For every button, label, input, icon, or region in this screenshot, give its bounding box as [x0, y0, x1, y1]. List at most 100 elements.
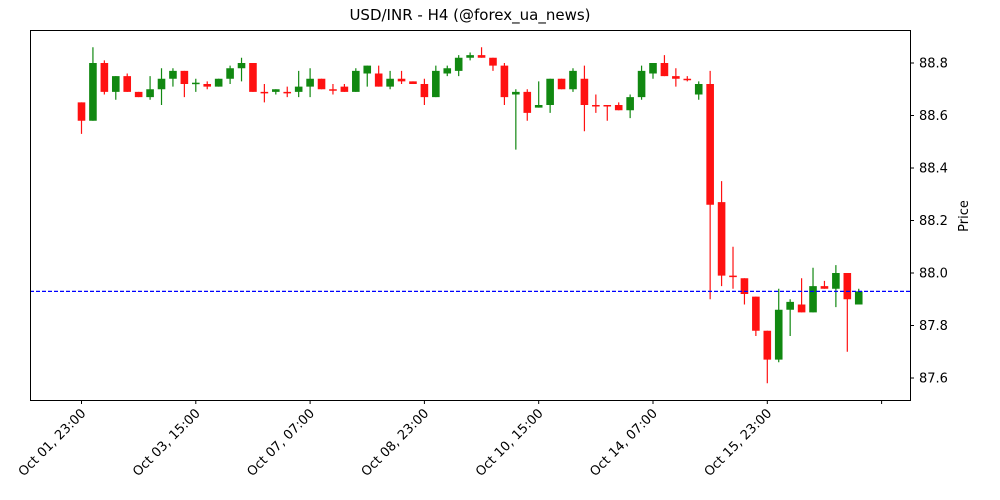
candle	[500, 63, 509, 105]
candle-body	[214, 78, 223, 87]
candle-body	[409, 81, 417, 84]
y-tick-label: 88.4	[919, 162, 948, 177]
candle	[466, 52, 474, 61]
candle-body	[329, 89, 337, 91]
candle-body	[649, 63, 657, 74]
candle	[580, 65, 589, 132]
x-tick-label: Oct 07, 07:00	[244, 406, 317, 479]
candle-body	[797, 304, 806, 313]
candle	[443, 65, 452, 77]
candle-body	[637, 70, 646, 98]
candle-body	[272, 89, 280, 92]
candle	[660, 55, 669, 77]
candle-body	[169, 70, 177, 79]
candle	[477, 47, 486, 58]
candle-body	[740, 278, 749, 294]
candle	[523, 89, 532, 121]
candles-layer	[77, 47, 863, 384]
candle	[340, 84, 349, 92]
candle	[386, 70, 394, 90]
candle-body	[752, 296, 760, 331]
candle	[649, 63, 657, 79]
candle-body	[317, 78, 326, 90]
candle-body	[660, 63, 669, 77]
candle-body	[363, 65, 372, 74]
candle	[352, 68, 360, 92]
candle	[283, 86, 292, 98]
candle-body	[237, 63, 246, 69]
chart-title: USD/INR - H4 (@forex_ua_news)	[349, 6, 591, 24]
candle	[294, 70, 303, 98]
candle-body	[763, 330, 772, 360]
candle	[363, 65, 372, 87]
candle	[752, 296, 760, 336]
candle-body	[729, 275, 737, 278]
candle	[192, 78, 200, 92]
y-tick-label: 87.6	[919, 372, 948, 387]
candle	[763, 330, 772, 384]
candle	[683, 76, 692, 82]
x-tick-label: Oct 14, 07:00	[587, 406, 660, 479]
x-axis: Oct 01, 23:00 Oct 03, 15:00 Oct 07, 07:00 O…	[16, 400, 883, 480]
candle-body	[592, 105, 600, 107]
candle-body	[694, 84, 703, 95]
candle-body	[180, 70, 189, 84]
candle	[626, 94, 634, 119]
candle	[409, 81, 417, 84]
candle-body	[672, 76, 680, 79]
candle	[317, 78, 326, 90]
candle-body	[374, 73, 383, 87]
candle-body	[786, 301, 794, 310]
candle	[809, 267, 817, 313]
candle	[226, 65, 234, 84]
candle	[820, 280, 829, 289]
candle	[454, 55, 463, 77]
plot-frame	[30, 30, 911, 401]
y-axis-label: Price	[957, 200, 972, 232]
candle-body	[500, 65, 509, 98]
x-tick-label: Oct 10, 15:00	[473, 406, 546, 479]
y-tick-label: 87.8	[919, 319, 948, 334]
candle	[329, 84, 337, 95]
candle-body	[352, 70, 360, 92]
candle	[786, 299, 794, 336]
candle	[512, 89, 520, 150]
candle	[169, 68, 177, 87]
candle-body	[717, 202, 726, 276]
candle-body	[157, 78, 166, 90]
candle-body	[523, 91, 532, 113]
candle-body	[123, 76, 132, 92]
candle	[180, 70, 189, 98]
candle-body	[843, 273, 852, 300]
candle	[272, 89, 280, 95]
candle	[706, 70, 714, 300]
candle-body	[626, 97, 634, 111]
candle	[100, 60, 109, 95]
candle	[546, 78, 554, 113]
candle	[89, 47, 97, 121]
candle	[592, 94, 600, 113]
candle-body	[226, 68, 234, 79]
y-tick-label: 88.0	[919, 267, 948, 282]
candle-body	[706, 84, 714, 205]
candle-body	[100, 63, 109, 92]
candle-body	[283, 91, 292, 94]
candle	[729, 246, 737, 289]
candle	[797, 278, 806, 313]
candle-body	[192, 82, 200, 85]
candle	[123, 73, 132, 92]
y-axis: 87.6 87.8 88.0 88.2 88.4 88.6 88.8	[910, 57, 948, 387]
candle	[717, 181, 726, 287]
candle	[694, 81, 703, 100]
y-tick-label: 88.2	[919, 214, 948, 229]
candle-body	[77, 102, 86, 121]
x-tick-label: Oct 01, 23:00	[16, 406, 89, 479]
candle-body	[340, 86, 349, 92]
candle-body	[420, 84, 429, 98]
candle-body	[477, 55, 486, 58]
candle	[774, 288, 783, 363]
candle-body	[466, 55, 474, 58]
candle-body	[443, 68, 452, 74]
candle-body	[546, 78, 554, 105]
